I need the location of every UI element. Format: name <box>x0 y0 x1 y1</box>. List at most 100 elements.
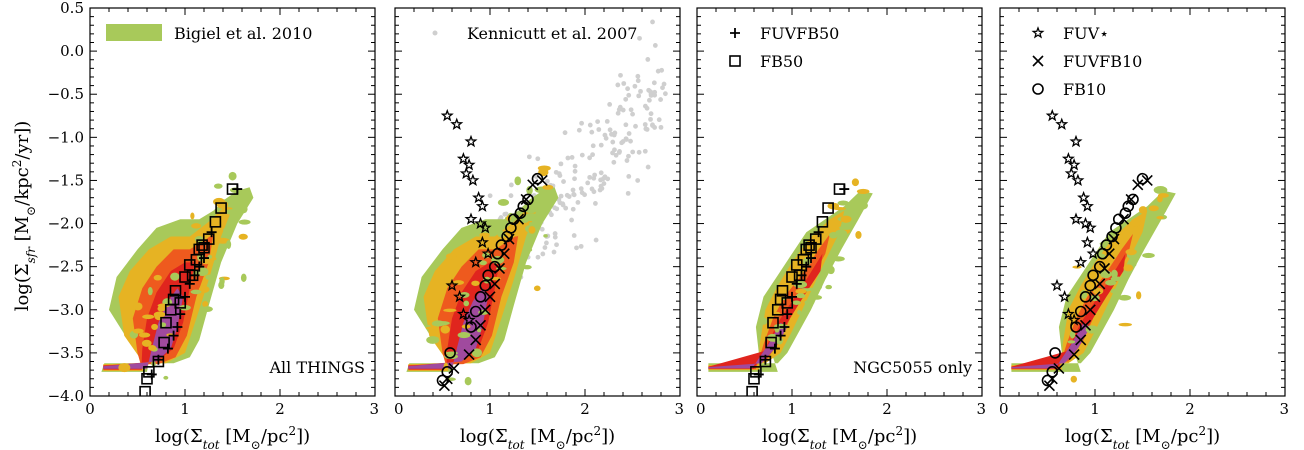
density-speckle <box>225 209 237 215</box>
star-point <box>1061 152 1075 165</box>
kennicutt-point <box>544 240 549 246</box>
density-speckle <box>118 363 131 373</box>
legend-label: FUVFB50 <box>760 24 839 43</box>
density-speckle <box>215 237 230 244</box>
x-point <box>1053 362 1065 374</box>
square-point <box>809 233 822 245</box>
x-tick-label: 1 <box>485 400 495 418</box>
density-speckle <box>435 396 440 403</box>
kennicutt-point <box>592 172 598 178</box>
legend-swatch <box>1032 55 1044 67</box>
kennicutt-point <box>589 129 595 135</box>
star-point <box>453 289 467 303</box>
density-speckle <box>219 277 225 286</box>
x-tick-label: 3 <box>674 400 684 418</box>
panel-1: 0 1 2 3 −4.0 −3.5 −3.0 −2.5 −2.0 −1.5 −1.0 −0.5 0.0 0… <box>48 0 379 450</box>
density-speckle <box>457 332 471 339</box>
density-speckle <box>138 332 151 338</box>
square-point <box>746 385 758 396</box>
plus-point <box>194 261 205 272</box>
kennicutt-point <box>638 88 643 94</box>
legend-swatch <box>730 28 740 38</box>
plot-area <box>406 19 668 403</box>
legend-swatch <box>1032 83 1044 95</box>
kennicutt-point <box>652 125 658 130</box>
kennicutt-point <box>642 148 648 154</box>
density-speckle <box>191 223 202 229</box>
x-axis-title: log(Σtot [M⊙/pc2]) <box>762 424 917 450</box>
kennicutt-point <box>612 147 617 153</box>
circle-point <box>1127 193 1139 206</box>
kennicutt-point <box>621 81 627 86</box>
density-speckle <box>533 285 541 292</box>
density-speckle <box>1156 216 1164 220</box>
density-speckle <box>228 171 237 181</box>
plus-point <box>769 343 780 354</box>
kennicutt-point <box>626 153 631 159</box>
kennicutt-point <box>652 43 658 48</box>
density-speckle <box>528 226 536 234</box>
kennicutt-point <box>636 93 642 99</box>
square-point <box>803 239 815 251</box>
x-tick-label: 3 <box>976 400 986 418</box>
density-speckle <box>804 299 815 305</box>
circle-point <box>444 347 456 359</box>
density-speckle <box>795 288 807 294</box>
x-point <box>489 278 501 290</box>
panel-4: 0 1 2 3 log(Σtot [M⊙/pc2]) FUV⋆ FUVFB10 FB10 <box>999 7 1289 450</box>
kennicutt-point <box>632 83 638 89</box>
kennicutt-point <box>658 97 664 102</box>
kennicutt-point <box>569 217 574 223</box>
kennicutt-point <box>610 139 616 145</box>
square-point <box>767 316 779 329</box>
density-speckle <box>1067 340 1076 344</box>
panel-3: 0 1 2 3 log(Σtot [M⊙/pc2]) FUVFB50 FB50 NGC5055… <box>696 7 986 450</box>
axes-frame <box>89 7 376 397</box>
density-speckle <box>163 375 169 380</box>
y-tick-label: −0.5 <box>48 85 84 103</box>
square-point <box>774 293 787 306</box>
square-point <box>167 293 180 306</box>
density-speckle <box>428 336 439 340</box>
star-point <box>1058 289 1072 303</box>
density-speckle <box>774 324 780 333</box>
y-tick-label: 0.5 <box>60 0 84 17</box>
density-speckle <box>238 233 248 240</box>
density-speckle <box>1130 218 1142 227</box>
series-fuvfb50 <box>146 184 243 380</box>
kennicutt-point <box>558 193 564 199</box>
density-speckle <box>827 265 835 275</box>
plus-point <box>153 354 164 365</box>
density-speckle <box>825 284 832 290</box>
square-point <box>174 297 187 309</box>
density-speckle <box>840 215 852 223</box>
density-speckle <box>1135 291 1142 300</box>
x-point <box>1084 304 1096 316</box>
ticks <box>89 7 376 397</box>
legend-swatch <box>729 55 741 67</box>
panel-note: NGC5055 only <box>853 358 972 377</box>
square-point <box>158 336 170 349</box>
star-point <box>450 117 464 130</box>
x-point <box>474 319 487 331</box>
y-tick-label: −1.0 <box>48 128 84 146</box>
plus-point <box>782 309 793 320</box>
circle-point <box>1049 347 1061 359</box>
density-speckle <box>194 236 204 243</box>
star-point <box>1050 278 1064 292</box>
series-fb50 <box>139 183 239 396</box>
kennicutt-point <box>498 215 504 220</box>
density-speckle <box>514 176 522 186</box>
x-point <box>1089 291 1101 303</box>
kennicutt-point <box>570 206 576 212</box>
x-point <box>470 334 482 346</box>
kennicutt-point <box>642 122 648 127</box>
kennicutt-point <box>576 127 582 133</box>
circle-point <box>1100 239 1113 251</box>
density-speckle <box>855 230 862 239</box>
square-point <box>169 285 182 297</box>
density-speckle <box>425 326 436 330</box>
density-speckle <box>213 183 223 189</box>
kennicutt-point <box>554 242 559 248</box>
square-point <box>202 233 215 245</box>
